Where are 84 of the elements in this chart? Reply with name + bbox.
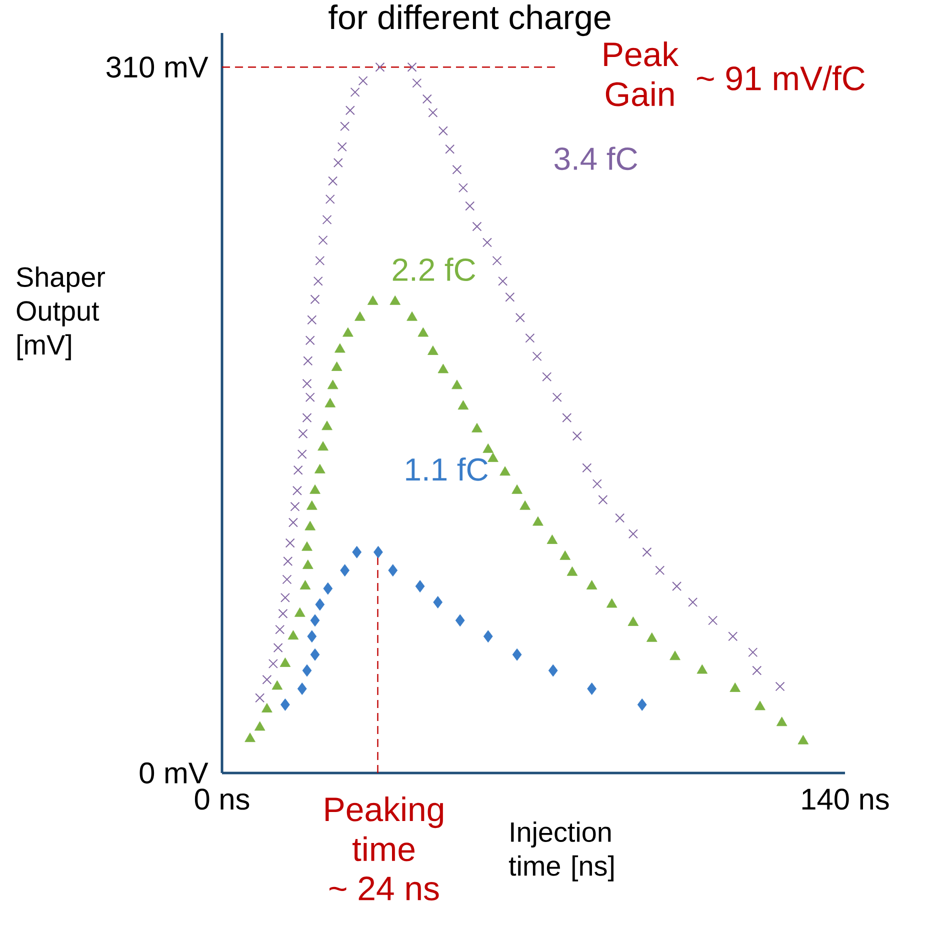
point bbox=[306, 500, 318, 510]
point bbox=[280, 698, 290, 711]
point bbox=[586, 580, 598, 590]
y-tick-label: 310 mV bbox=[106, 56, 208, 78]
point bbox=[628, 616, 639, 626]
point bbox=[472, 422, 482, 432]
point bbox=[302, 664, 312, 677]
point bbox=[646, 632, 658, 642]
point bbox=[388, 564, 398, 577]
text: Peaking time bbox=[326, 796, 444, 862]
point bbox=[280, 657, 291, 667]
point bbox=[776, 716, 788, 726]
point bbox=[754, 700, 766, 710]
point bbox=[415, 580, 425, 592]
point bbox=[310, 648, 320, 661]
point bbox=[244, 732, 256, 742]
point bbox=[331, 361, 342, 371]
point bbox=[512, 484, 522, 494]
point bbox=[302, 560, 314, 569]
point bbox=[587, 682, 597, 695]
point bbox=[304, 520, 316, 530]
point bbox=[310, 614, 320, 627]
point bbox=[730, 682, 740, 692]
point bbox=[334, 343, 346, 353]
x-tick-label: 0 ns bbox=[194, 788, 250, 810]
point bbox=[300, 580, 311, 590]
point bbox=[322, 420, 332, 430]
point bbox=[566, 566, 578, 576]
point bbox=[324, 398, 336, 408]
point bbox=[288, 630, 299, 640]
y-tick-label: 0 mV bbox=[140, 762, 208, 784]
point bbox=[512, 648, 522, 661]
point bbox=[482, 443, 494, 453]
point bbox=[418, 327, 429, 337]
x-tick-label: 140 ns bbox=[802, 788, 889, 810]
annotation: Peak Gain bbox=[604, 42, 679, 106]
point bbox=[297, 682, 307, 695]
point bbox=[323, 582, 333, 595]
annotation: ~ 91 mV/fC bbox=[697, 66, 865, 90]
y-axis-title: Shaper Output [mV] bbox=[16, 266, 105, 360]
point bbox=[452, 380, 462, 390]
point bbox=[670, 650, 680, 660]
point bbox=[606, 598, 618, 608]
chart-title: for different charge bbox=[328, 4, 610, 36]
point bbox=[637, 698, 647, 711]
point bbox=[314, 464, 326, 474]
point bbox=[488, 452, 498, 462]
point bbox=[315, 598, 325, 611]
point bbox=[458, 400, 469, 410]
point bbox=[327, 380, 338, 390]
point bbox=[302, 541, 312, 551]
point bbox=[798, 734, 809, 744]
point bbox=[272, 680, 283, 690]
point bbox=[374, 546, 383, 558]
point bbox=[428, 346, 438, 355]
point bbox=[438, 364, 449, 374]
x-axis-title: Injection time [ns] bbox=[508, 822, 614, 882]
point bbox=[406, 311, 418, 321]
point bbox=[294, 607, 306, 617]
point bbox=[433, 596, 443, 608]
point bbox=[390, 295, 401, 305]
point bbox=[548, 664, 558, 677]
point bbox=[455, 614, 465, 627]
series-label: 2.2 fC bbox=[392, 258, 476, 282]
text: 3.4 fC bbox=[554, 146, 638, 170]
point bbox=[532, 516, 544, 526]
point bbox=[262, 703, 272, 712]
point bbox=[520, 500, 530, 510]
point bbox=[310, 484, 320, 494]
point bbox=[560, 550, 570, 560]
point bbox=[367, 295, 378, 305]
point bbox=[696, 664, 708, 674]
text: 1.1 fC bbox=[406, 457, 488, 481]
point bbox=[307, 630, 317, 643]
point bbox=[483, 630, 493, 643]
point bbox=[546, 534, 558, 544]
point bbox=[254, 721, 266, 731]
point bbox=[500, 466, 510, 476]
point bbox=[340, 564, 350, 577]
point bbox=[318, 441, 328, 451]
point bbox=[354, 311, 366, 321]
point bbox=[352, 546, 362, 558]
text: ~ 24 ns bbox=[329, 876, 439, 900]
point bbox=[342, 327, 354, 337]
